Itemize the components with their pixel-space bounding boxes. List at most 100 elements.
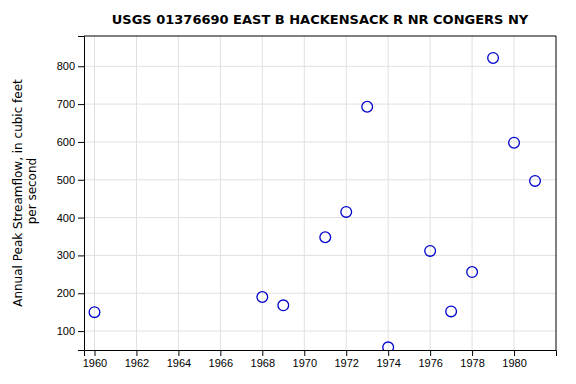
x-tick: 1960 (83, 350, 107, 369)
x-tick-mark (178, 350, 179, 356)
x-tick-label: 1976 (418, 357, 442, 369)
grid-line-y (84, 255, 556, 256)
y-tick-mark (78, 293, 84, 294)
x-tick: 1970 (293, 350, 317, 369)
y-tick-label: 600 (57, 136, 75, 148)
grid-line-y (84, 217, 556, 218)
grid-line-x (94, 36, 95, 350)
y-tick: 700 (57, 98, 84, 110)
y-tick-mark (78, 104, 84, 105)
y-tick-label: 500 (57, 174, 75, 186)
x-tick: 1972 (334, 350, 358, 369)
x-tick-label: 1970 (293, 357, 317, 369)
x-tick: 1980 (502, 350, 526, 369)
y-tick-mark (78, 255, 84, 256)
y-tick-mark (78, 66, 84, 67)
y-tick: 800 (57, 60, 84, 72)
y-tick-mark (78, 331, 84, 332)
y-tick-mark (78, 180, 84, 181)
y-tick-label: 800 (57, 60, 75, 72)
x-axis-line (85, 351, 557, 357)
y-tick-mark (78, 142, 84, 143)
x-tick: 1968 (251, 350, 275, 369)
point (257, 292, 268, 303)
point (89, 307, 100, 318)
x-tick-mark (262, 350, 263, 356)
x-tick-label: 1972 (334, 357, 358, 369)
y-tick: 200 (57, 287, 84, 299)
x-tick-label: 1974 (376, 357, 400, 369)
x-tick: 1964 (167, 350, 191, 369)
y-tick-label: 700 (57, 98, 75, 110)
grid-line-y (84, 293, 556, 294)
x-tick-mark (220, 350, 221, 356)
y-tick-label: 200 (57, 287, 75, 299)
y-tick-mark (78, 218, 84, 219)
x-tick-mark (514, 350, 515, 356)
x-tick-mark (94, 350, 95, 356)
y-axis-title: Annual Peak Streamflow, in cubic feet pe… (11, 79, 39, 307)
x-tick-mark (136, 350, 137, 356)
x-tick-mark (472, 350, 473, 356)
grid-line-y (84, 179, 556, 180)
grid-line-x (136, 36, 137, 350)
chart: 1960 1962 1964 1966 1968 1970 1972 1974 1976 1978… (0, 0, 576, 384)
point (320, 232, 331, 243)
y-tick: 100 (57, 325, 84, 337)
x-tick: 1976 (418, 350, 442, 369)
frame-right (556, 36, 557, 350)
x-tick-label: 1964 (167, 357, 191, 369)
y-tick: 400 (57, 212, 84, 224)
x-axis: 1960 1962 1964 1966 1968 1970 1972 1974 1976 1978… (83, 350, 557, 369)
point (488, 53, 499, 64)
title: USGS 01376690 EAST B HACKENSACK R NR CON… (112, 12, 529, 27)
grid-line-y (84, 66, 556, 67)
y-tick-label: 300 (57, 249, 75, 261)
grid-line-x (346, 36, 347, 350)
x-tick: 1974 (376, 350, 400, 369)
x-tick-mark (430, 350, 431, 356)
grid (84, 36, 556, 350)
point (509, 137, 520, 148)
x-tick: 1962 (125, 350, 149, 369)
x-tick-mark (388, 350, 389, 356)
point (278, 300, 289, 311)
point (446, 306, 457, 317)
grid-line-y (84, 331, 556, 332)
point (467, 267, 478, 278)
point (362, 101, 373, 112)
y-axis-title-line: Annual Peak Streamflow, in cubic feet (11, 79, 25, 307)
point (341, 207, 352, 218)
y-axis-title-line: per second (25, 158, 39, 228)
grid-line-x (304, 36, 305, 350)
x-tick-label: 1978 (460, 357, 484, 369)
chart-container: 1960 1962 1964 1966 1968 1970 1972 1974 1976 1978… (0, 0, 576, 384)
grid-line-y (84, 141, 556, 142)
x-tick-label: 1962 (125, 357, 149, 369)
x-tick-label: 1966 (209, 357, 233, 369)
x-tick: 1966 (209, 350, 233, 369)
x-tick-label: 1980 (502, 357, 526, 369)
y-axis-line (78, 37, 85, 351)
grid-line-x (514, 36, 515, 350)
grid-line-x (178, 36, 179, 350)
grid-line-y (84, 104, 556, 105)
grid-line-x (472, 36, 473, 350)
y-tick: 600 (57, 136, 84, 148)
frame-top (84, 36, 556, 37)
points (89, 53, 540, 350)
point (383, 342, 394, 350)
x-tick: 1978 (460, 350, 484, 369)
x-tick-label: 1960 (83, 357, 107, 369)
x-tick-mark (346, 350, 347, 356)
y-tick: 500 (57, 174, 84, 186)
y-axis: 100 200 300 400 500 600 700 800 (57, 37, 85, 351)
point (425, 246, 436, 257)
y-tick-label: 100 (57, 325, 75, 337)
x-tick-mark (304, 350, 305, 356)
point (530, 176, 541, 187)
grid-line-x (220, 36, 221, 350)
grid-line-x (430, 36, 431, 350)
grid-line-x (388, 36, 389, 350)
y-tick: 300 (57, 249, 84, 261)
